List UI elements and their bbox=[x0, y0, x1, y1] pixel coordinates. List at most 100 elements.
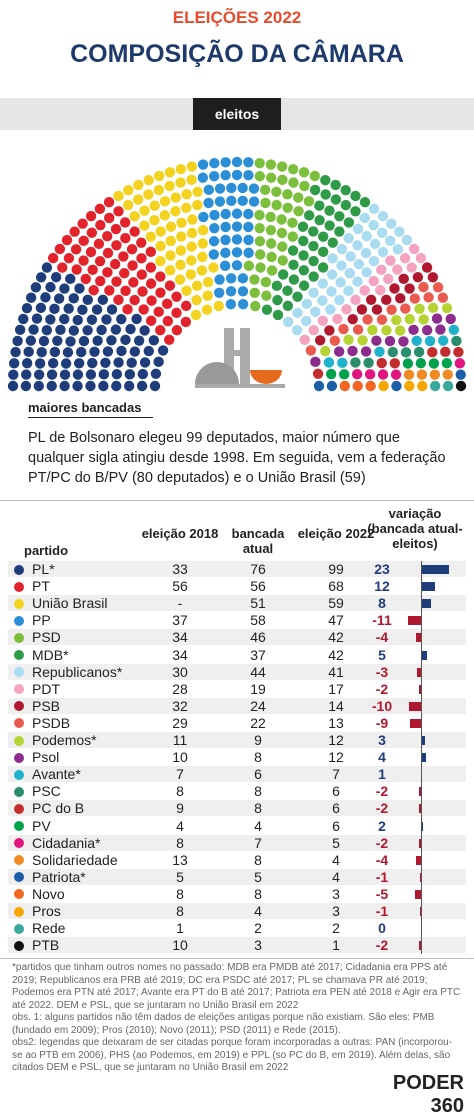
seat bbox=[72, 369, 84, 380]
variation: -2 bbox=[375, 800, 389, 817]
seat bbox=[320, 174, 331, 186]
seat bbox=[21, 357, 33, 369]
seat bbox=[59, 380, 70, 392]
seat bbox=[225, 299, 237, 310]
row-bg bbox=[8, 612, 466, 629]
seat bbox=[116, 345, 127, 357]
e2022: 59 bbox=[328, 595, 344, 612]
seat bbox=[368, 255, 380, 267]
seat bbox=[282, 285, 293, 296]
row-bg bbox=[8, 920, 466, 937]
seat bbox=[243, 234, 254, 246]
seat bbox=[59, 369, 71, 380]
seat bbox=[153, 306, 164, 318]
atual: 76 bbox=[250, 561, 266, 577]
variation: -2 bbox=[375, 783, 389, 800]
seat bbox=[171, 325, 183, 336]
seat bbox=[298, 250, 309, 261]
seat bbox=[85, 380, 96, 392]
seat bbox=[69, 226, 80, 237]
seat bbox=[55, 324, 66, 336]
seat bbox=[326, 269, 338, 280]
seat bbox=[125, 323, 136, 335]
seat bbox=[122, 199, 134, 211]
seat bbox=[292, 307, 303, 319]
atual: 7 bbox=[254, 834, 262, 851]
seat bbox=[231, 169, 243, 181]
party-dot bbox=[14, 803, 24, 814]
seat bbox=[176, 217, 187, 228]
e2018: 34 bbox=[172, 646, 188, 663]
seat bbox=[85, 246, 97, 258]
seat bbox=[101, 314, 112, 325]
seat bbox=[155, 240, 166, 252]
seat bbox=[288, 274, 300, 285]
atual: 3 bbox=[254, 937, 262, 954]
seat bbox=[220, 221, 231, 233]
variation-bar bbox=[418, 804, 421, 814]
seat bbox=[427, 302, 439, 314]
seat bbox=[260, 184, 271, 196]
seat bbox=[145, 231, 157, 242]
seat bbox=[111, 380, 122, 392]
row-bg bbox=[8, 680, 466, 697]
seat bbox=[454, 358, 466, 369]
e2018: 8 bbox=[176, 885, 184, 902]
seat bbox=[59, 313, 70, 325]
e2022: 3 bbox=[332, 885, 340, 902]
seat bbox=[209, 157, 220, 169]
e2022: 47 bbox=[328, 612, 344, 629]
e2022: 3 bbox=[332, 903, 340, 919]
seat bbox=[341, 304, 352, 315]
variation-bar bbox=[421, 753, 426, 763]
atual: 6 bbox=[254, 766, 262, 783]
e2022: 12 bbox=[328, 732, 344, 748]
seat bbox=[106, 335, 117, 346]
seat bbox=[418, 281, 429, 293]
seat bbox=[220, 170, 231, 181]
seat bbox=[423, 292, 434, 303]
seat bbox=[243, 260, 255, 272]
seat bbox=[119, 268, 130, 279]
seat bbox=[384, 335, 396, 347]
column-header: variação (bancada atual-eleitos) bbox=[367, 506, 463, 551]
seat bbox=[299, 334, 310, 346]
variation-bar bbox=[421, 736, 425, 745]
seat bbox=[31, 313, 43, 324]
variation-bar bbox=[419, 907, 421, 916]
seat bbox=[451, 335, 462, 347]
seat bbox=[352, 223, 364, 235]
party-seats bbox=[243, 157, 320, 312]
variation-bar bbox=[421, 582, 436, 592]
seat bbox=[36, 347, 47, 358]
seat bbox=[154, 170, 165, 182]
party-dot bbox=[14, 650, 24, 660]
seat bbox=[266, 238, 277, 249]
seat bbox=[277, 255, 288, 266]
seat bbox=[103, 196, 115, 208]
seat bbox=[391, 380, 402, 392]
seat bbox=[377, 246, 389, 258]
seat bbox=[33, 369, 45, 380]
variation-bar bbox=[409, 701, 421, 711]
seat bbox=[363, 357, 374, 368]
brand: PODER 360 bbox=[392, 1072, 464, 1117]
seat bbox=[70, 244, 82, 255]
seat bbox=[197, 224, 209, 236]
seat bbox=[254, 222, 265, 234]
e2018: 34 bbox=[172, 629, 188, 646]
seat bbox=[231, 247, 243, 258]
row-bg bbox=[8, 885, 466, 902]
seat bbox=[96, 324, 107, 336]
seat bbox=[389, 283, 400, 294]
seat bbox=[350, 294, 361, 306]
variation-bar bbox=[407, 616, 421, 626]
party-seats bbox=[350, 335, 462, 368]
seat bbox=[202, 290, 213, 301]
seat bbox=[78, 255, 89, 266]
e2018: 13 bbox=[172, 851, 188, 868]
seat bbox=[395, 325, 406, 336]
seat bbox=[102, 247, 114, 259]
seat bbox=[185, 269, 196, 280]
